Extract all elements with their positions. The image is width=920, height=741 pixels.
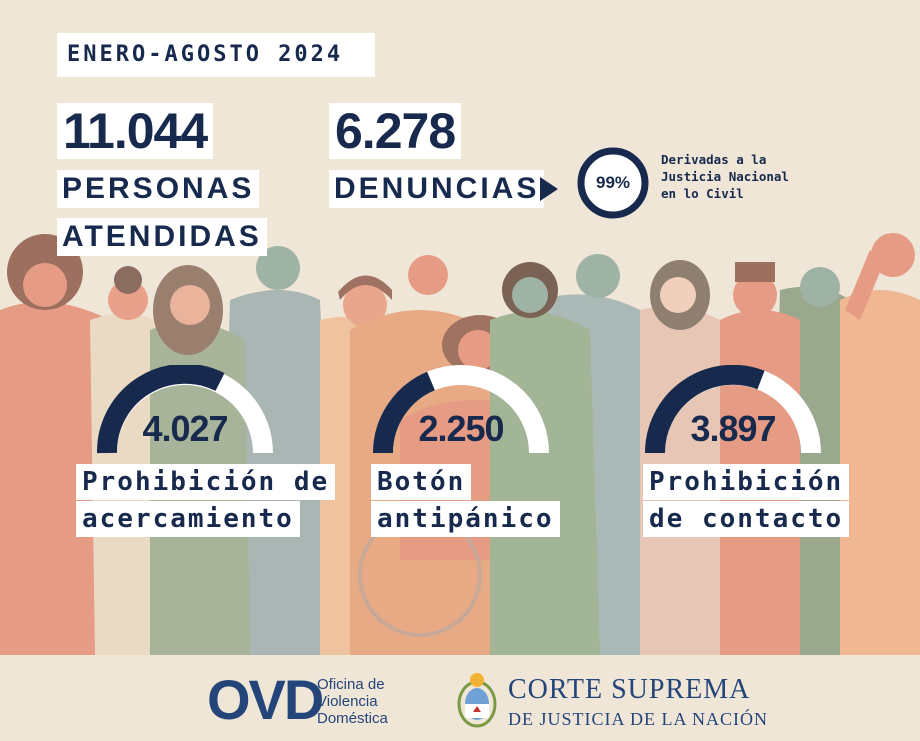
ovd-text-line2: Violencia: [317, 693, 378, 710]
derived-note-line3: en lo Civil: [661, 186, 744, 201]
measure-label-1-line2: acercamiento: [76, 501, 300, 537]
percent-ring: [577, 147, 649, 219]
complaints-count: 6.278: [329, 103, 462, 159]
ovd-logo: OVD: [207, 668, 324, 731]
measure-value-1: 4.027: [142, 408, 228, 449]
period-title: ENERO-AGOSTO 2024: [57, 33, 375, 77]
measure-label-1-line1: Prohibición de: [76, 464, 336, 500]
court-name-line2: DE JUSTICIA DE LA NACIÓN: [508, 709, 768, 729]
measure-label-2-line1: Botón: [371, 464, 472, 500]
ovd-text-line3: Doméstica: [317, 710, 388, 727]
attended-label-line1: PERSONAS: [57, 170, 260, 208]
complaints-label: DENUNCIAS: [329, 170, 545, 208]
play-arrow-icon: [540, 177, 558, 201]
percent-value: 99%: [595, 173, 631, 192]
gauge-contacto: [644, 365, 821, 454]
measure-value-3: 3.897: [690, 408, 776, 449]
national-seal-icon: [457, 673, 497, 728]
attended-count: 11.044: [57, 103, 214, 159]
ovd-text-line1: Oficina de: [317, 676, 385, 693]
measure-label-2-line2: antipánico: [371, 501, 560, 537]
measure-label-3-line2: de contacto: [643, 501, 850, 537]
attended-label-line2: ATENDIDAS: [57, 218, 267, 256]
gauge-antipanico: [373, 365, 549, 454]
gauge-acercamiento: [96, 365, 273, 454]
derived-note-line1: Derivadas a la: [661, 152, 767, 167]
court-name-line1: CORTE SUPREMA: [508, 674, 751, 705]
derived-note-line2: Justicia Nacional: [661, 169, 789, 184]
measure-label-3-line1: Prohibición: [643, 464, 850, 500]
measure-value-2: 2.250: [418, 408, 504, 449]
